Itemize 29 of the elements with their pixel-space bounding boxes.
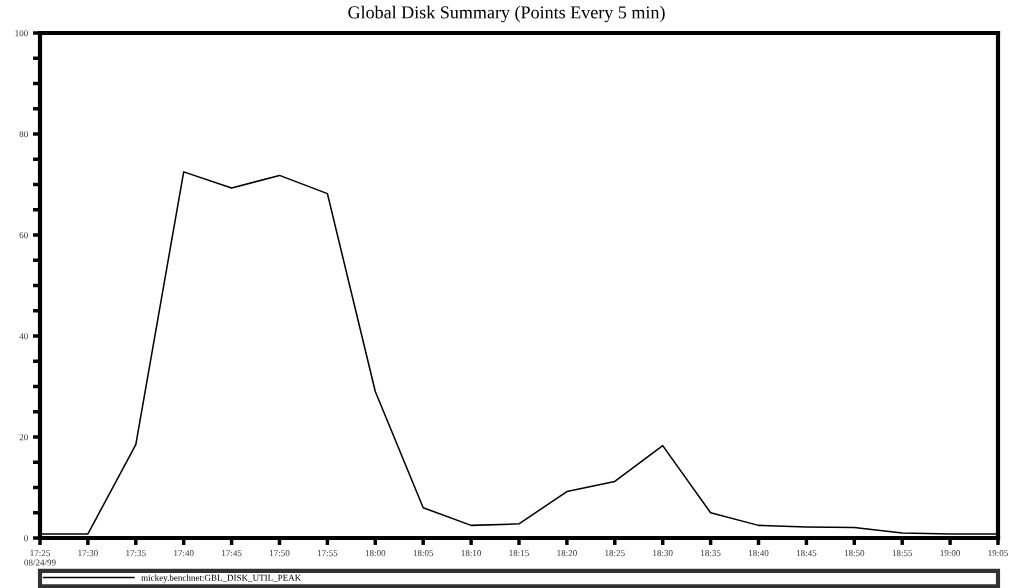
x-tick-label: 17:45	[222, 550, 242, 557]
x-tick-label: 18:05	[413, 550, 434, 557]
x-tick-label: 18:00	[365, 550, 386, 557]
x-tick-label: 18:45	[796, 550, 817, 557]
y-tick-label: 100	[15, 30, 28, 37]
x-tick-label: 18:25	[605, 550, 625, 557]
y-tick-label: 40	[19, 333, 28, 340]
x-tick-label: 17:50	[270, 550, 290, 557]
x-tick-label: 19:00	[940, 550, 961, 557]
y-tick-label: 60	[19, 232, 28, 239]
x-tick-label: 18:55	[892, 550, 913, 557]
x-tick-label: 18:15	[509, 550, 529, 557]
x-tick-label: 18:20	[557, 550, 577, 557]
y-tick-label: 0	[24, 535, 28, 542]
chart-title: Global Disk Summary (Points Every 5 min)	[348, 5, 665, 23]
x-tick-label: 17:55	[317, 550, 338, 557]
y-tick-label: 20	[19, 434, 28, 441]
x-tick-label: 18:50	[844, 550, 865, 557]
x-tick-label: 17:25 08/24/99	[24, 550, 56, 566]
x-tick-label: 17:30	[78, 550, 98, 557]
x-tick-label: 17:35	[126, 550, 146, 557]
x-tick-label: 17:40	[174, 550, 194, 557]
x-tick-label: 18:35	[701, 550, 721, 557]
y-tick-label: 80	[19, 131, 28, 138]
x-tick-label: 18:30	[653, 550, 673, 557]
x-tick-label: 18:10	[461, 550, 482, 557]
text: mickey.benchnet:GBL_DISK_UTIL_PEAK	[141, 574, 302, 583]
x-tick-label: 18:40	[749, 550, 769, 557]
x-tick-label: 19:05	[988, 550, 1008, 557]
